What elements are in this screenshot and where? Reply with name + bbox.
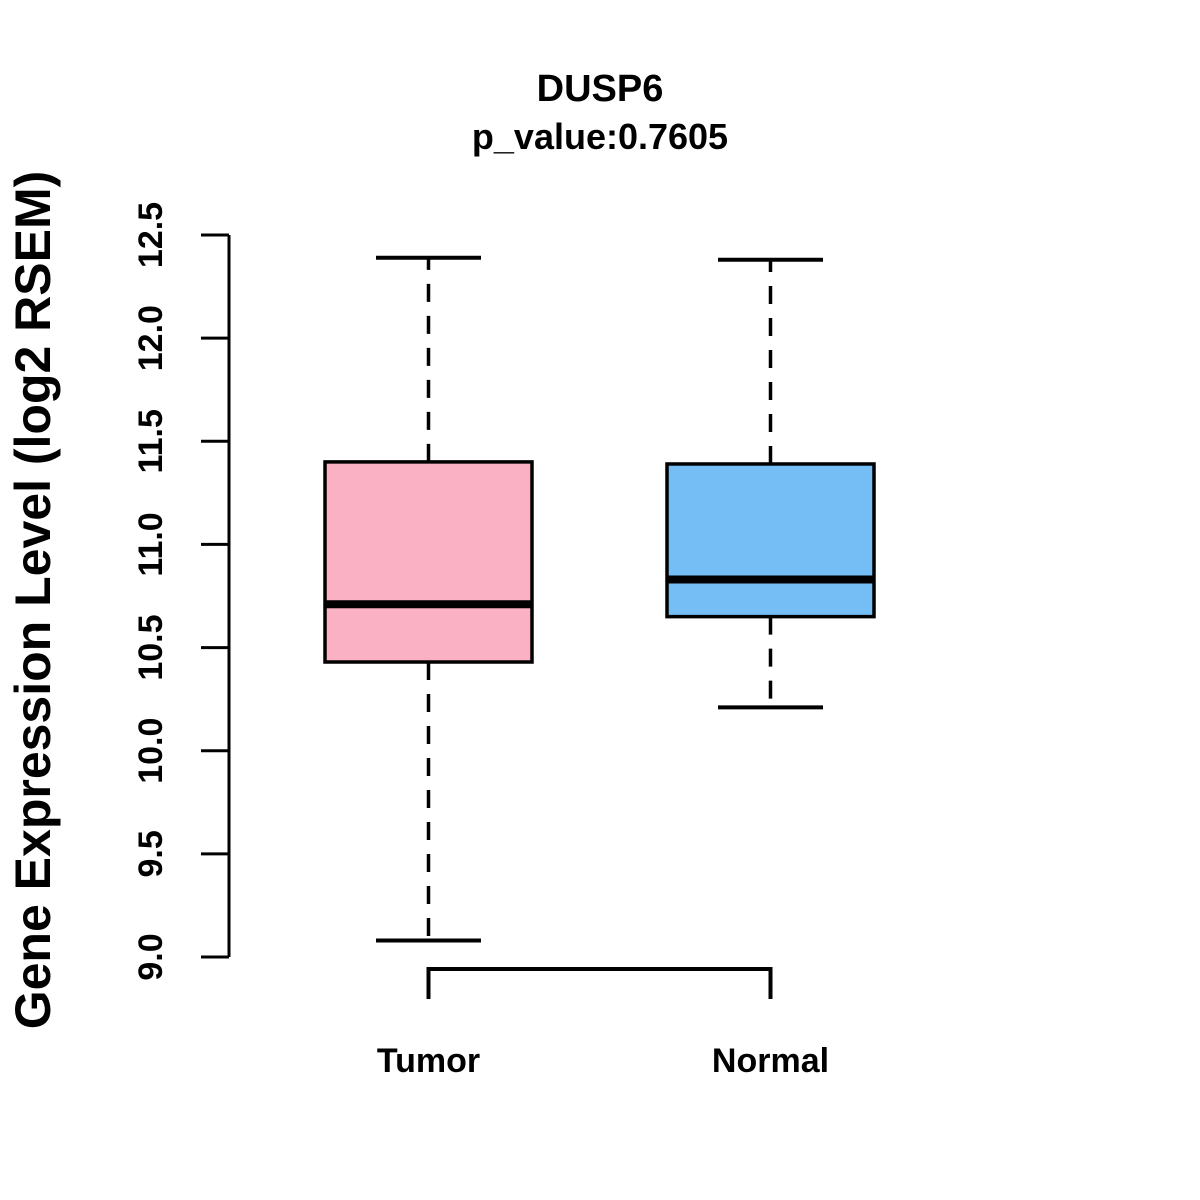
y-tick-label: 11.5: [132, 409, 170, 473]
box-group-normal: [665, 257, 876, 710]
y-axis: 9.0 9.5 10.0 10.5 11.0 11.5 12.0 12.5: [132, 202, 231, 981]
y-tick-label: 10.0: [132, 718, 170, 784]
x-axis-bracket: [426, 967, 773, 999]
chart-subtitle: p_value:0.7605: [472, 116, 728, 157]
plot-area: [323, 255, 876, 943]
group-label-tumor: Tumor: [377, 1042, 480, 1080]
comparison-bracket: [426, 967, 773, 999]
box-group-tumor: [323, 255, 534, 943]
y-tick-label: 11.0: [132, 512, 170, 576]
y-tick-label: 10.5: [132, 614, 170, 680]
y-tick-label: 9.0: [132, 933, 170, 980]
y-tick-label: 12.0: [132, 305, 170, 371]
y-axis-title: Gene Expression Level (log2 RSEM): [5, 171, 61, 1030]
iqr-box: [323, 460, 534, 664]
iqr-box: [665, 462, 876, 619]
chart-title: DUSP6: [537, 68, 664, 110]
x-axis-labels: Tumor Normal: [377, 1042, 829, 1080]
y-tick-label: 12.5: [132, 202, 170, 268]
y-tick-label: 9.5: [132, 830, 170, 877]
group-label-normal: Normal: [712, 1042, 829, 1080]
